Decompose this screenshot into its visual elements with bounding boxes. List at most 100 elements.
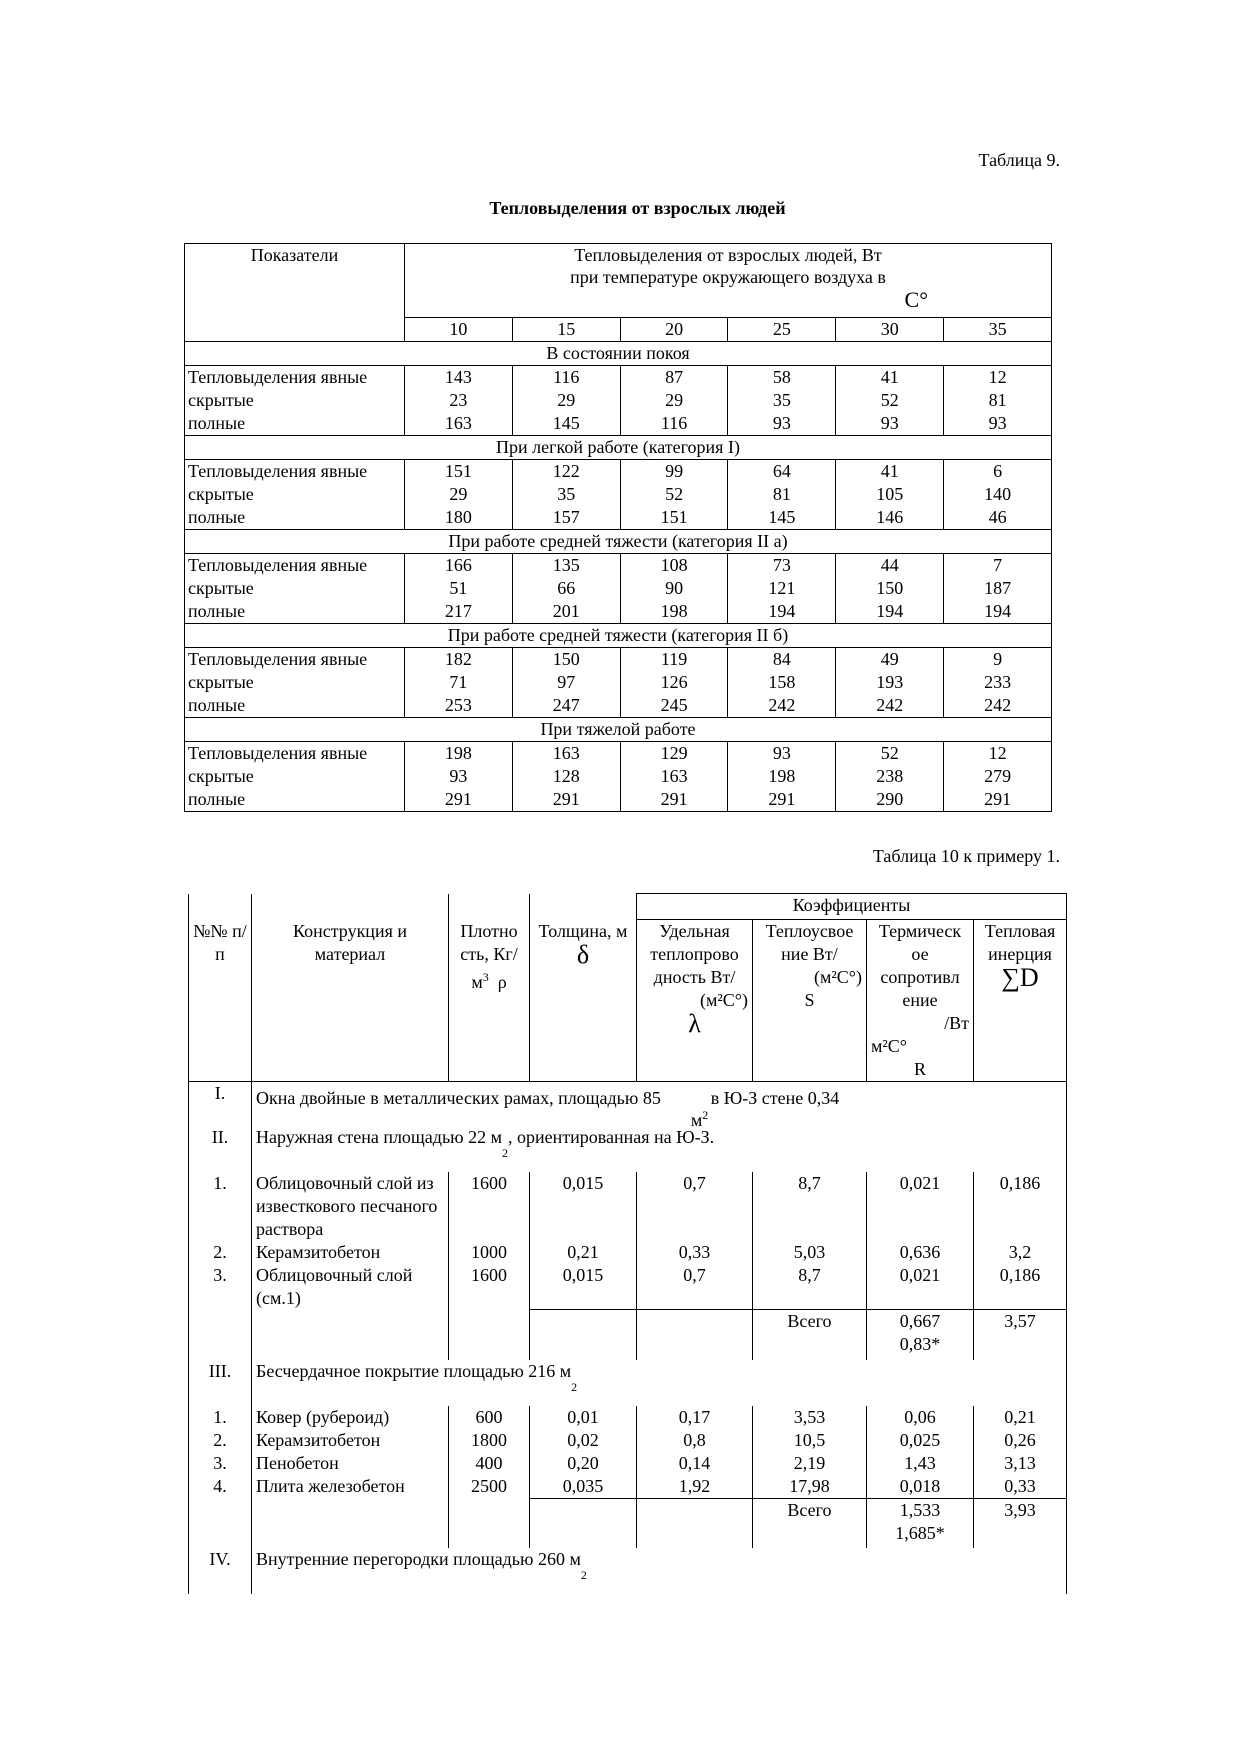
value: 291 <box>984 789 1012 809</box>
row-label: Тепловыделения явные <box>188 461 368 481</box>
cell-lambda: 1,92 <box>636 1474 753 1498</box>
table-row: 2. Керамзитобетон 1000 0,21 0,33 5,03 0,636 3,2 <box>188 1240 1068 1264</box>
density-label: Плотно сть, Кг/ <box>460 920 518 964</box>
value: 66 <box>557 578 576 598</box>
value-cell: 129 163 291 <box>619 741 729 812</box>
value: 84 <box>772 649 791 669</box>
material-name: Ковер (рубероид) <box>251 1405 449 1429</box>
value: 194 <box>768 601 796 621</box>
conductivity-label: Удельная теплопрово дность Вт/ <box>650 921 739 987</box>
value: 291 <box>768 789 796 809</box>
header-unit: С° <box>904 287 928 312</box>
empty-cell <box>529 1497 637 1548</box>
section-title: При работе средней тяжести (категория II… <box>184 623 1052 648</box>
total-row: Всего 1,533 1,685* 3,93 <box>188 1497 1068 1548</box>
value: 163 <box>660 766 688 786</box>
value: 35 <box>557 484 576 504</box>
empty-cell <box>448 1498 530 1548</box>
section-row: В состоянии покоя <box>184 341 1052 366</box>
section-title: Наружная стена площадью 22 м2, ориентиро… <box>251 1125 1068 1172</box>
value: 187 <box>984 578 1012 598</box>
header-main-line1: Тепловыделения от взрослых людей, Вт <box>574 245 882 265</box>
value: 158 <box>768 672 796 692</box>
value: 150 <box>876 578 904 598</box>
cell-s: 3,53 <box>752 1405 867 1429</box>
cell-lambda: 0,33 <box>636 1240 753 1264</box>
temp-header: 20 <box>619 317 729 342</box>
value: 23 <box>449 390 468 410</box>
row-num: 2. <box>188 1428 252 1452</box>
unit-sub: 2 <box>571 1379 578 1394</box>
value-cell: 151 29 180 <box>404 459 513 530</box>
empty-cell <box>636 1497 753 1548</box>
thickness-label: Толщина, м <box>538 920 628 941</box>
unit-sub: 2 <box>580 1568 587 1582</box>
value-cell: 166 51 217 <box>404 553 513 624</box>
lambda-symbol: λ <box>688 1009 701 1038</box>
value: 143 <box>444 367 472 387</box>
value-cell: 99 52 151 <box>619 459 729 530</box>
value: 12 <box>988 743 1007 763</box>
cell-d: 0,26 <box>973 1428 1068 1452</box>
value: 29 <box>449 484 468 504</box>
value: 145 <box>768 507 796 527</box>
value-cell: 87 29 116 <box>619 365 729 436</box>
value: 242 <box>768 695 796 715</box>
row-labels: Тепловыделения явные скрытые полные <box>184 459 405 530</box>
table-row: 1. Ковер (рубероид) 600 0,01 0,17 3,53 0,06 0,2… <box>188 1405 1068 1429</box>
section-row: При тяжелой работе <box>184 717 1052 742</box>
value: 105 <box>876 484 904 504</box>
cell-thickness: 0,02 <box>529 1428 637 1452</box>
row-num: 2. <box>188 1240 252 1264</box>
temp-header: 35 <box>943 317 1052 342</box>
table-row: 3. Пенобетон 400 0,20 0,14 2,19 1,43 3,13 <box>188 1451 1068 1475</box>
value-cell: 64 81 145 <box>727 459 837 530</box>
row-num: 3. <box>188 1451 252 1475</box>
value: 46 <box>988 507 1007 527</box>
section-text-after: в Ю-З стене 0,34 <box>710 1088 840 1108</box>
cell-s: 10,5 <box>752 1428 867 1452</box>
header-coefficients: Коэффициенты <box>635 893 1068 920</box>
table10-caption: Таблица 10 к примеру 1. <box>872 846 1060 866</box>
value: 93 <box>772 743 791 763</box>
value-cell: 12 279 291 <box>943 741 1052 812</box>
value: 108 <box>660 555 688 575</box>
value-cell: 41 105 146 <box>835 459 945 530</box>
material-name: Плита железобетон <box>251 1474 449 1498</box>
section-num: II. <box>188 1125 252 1172</box>
table-row: 2. Керамзитобетон 1800 0,02 0,8 10,5 0,025 0,26 <box>188 1428 1068 1452</box>
value: 93 <box>449 766 468 786</box>
value: 201 <box>552 601 580 621</box>
value-cell: 150 97 247 <box>511 647 621 718</box>
unit: м <box>690 1110 703 1130</box>
area-unit: м2 <box>690 1108 708 1130</box>
value: 140 <box>984 484 1012 504</box>
row-num: 4. <box>188 1474 252 1498</box>
header-material: Конструкция и материал <box>251 893 449 1082</box>
value: 253 <box>444 695 472 715</box>
value: 291 <box>660 789 688 809</box>
value: 29 <box>557 390 576 410</box>
section-title: Окна двойные в металлических рамах, площ… <box>251 1081 1068 1130</box>
value: 150 <box>552 649 580 669</box>
absorption-label: Теплоусвое ние Вт/ <box>765 921 854 964</box>
absorption-unit: (м²С°) <box>814 967 862 987</box>
value-cell: 58 35 93 <box>727 365 837 436</box>
value: 116 <box>660 413 688 433</box>
value-cell: 84 158 242 <box>727 647 837 718</box>
value: 64 <box>772 461 791 481</box>
value: 51 <box>449 578 468 598</box>
section-text: Окна двойные в металлических рамах, площ… <box>256 1088 661 1108</box>
total-label: Всего <box>752 1309 867 1360</box>
cell-d: 0,186 <box>973 1263 1068 1310</box>
section-num: I. <box>188 1081 252 1126</box>
value: 41 <box>880 367 899 387</box>
value: 44 <box>880 555 899 575</box>
value-cell: 93 198 291 <box>727 741 837 812</box>
value: 247 <box>552 695 580 715</box>
value: 198 <box>660 601 688 621</box>
total-r-corrected: 1,685* <box>895 1522 945 1543</box>
section-text: Внутренние перегородки площадью 260 м <box>256 1549 581 1569</box>
value: 242 <box>984 695 1012 715</box>
inertia-label: Тепловая инерция <box>984 921 1056 964</box>
